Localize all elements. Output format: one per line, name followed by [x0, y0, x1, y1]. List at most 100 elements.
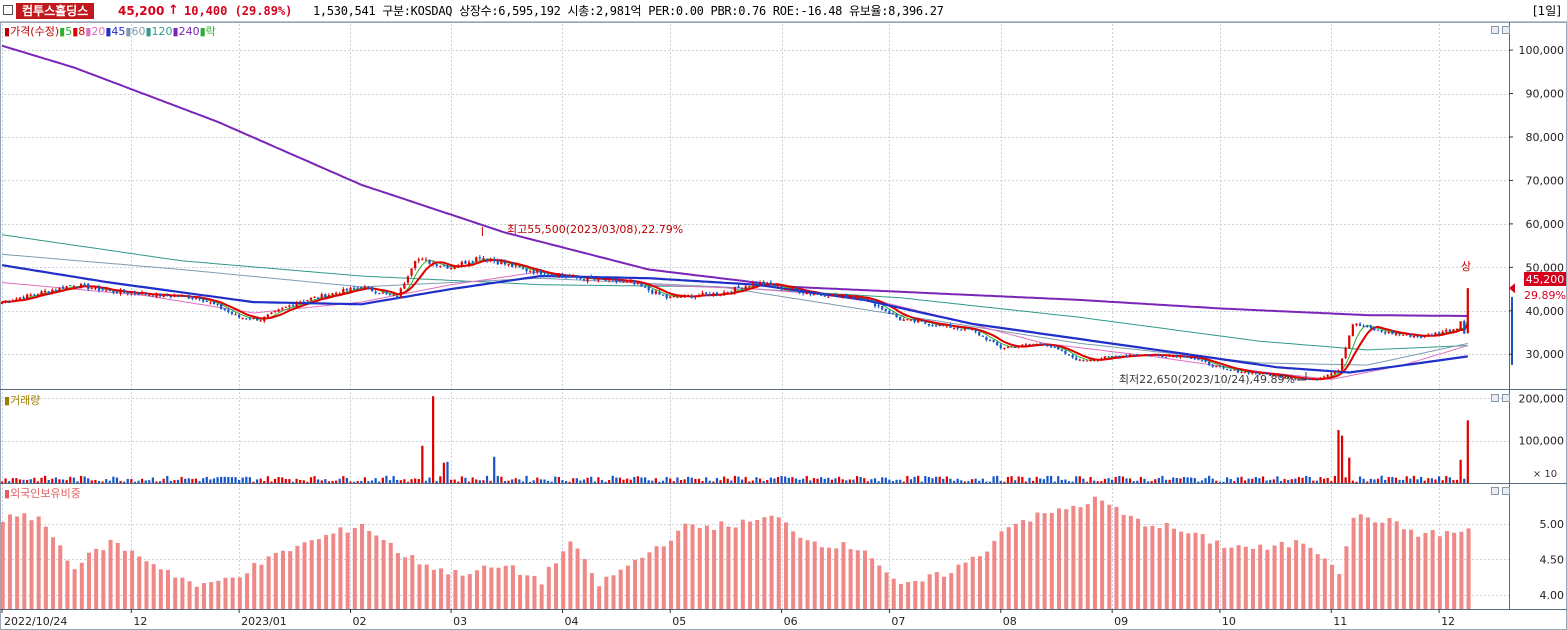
volume-bar [787, 477, 790, 483]
volume-bar [848, 479, 851, 483]
candle-body [1330, 373, 1333, 376]
ownership-bar [29, 520, 34, 609]
volume-bar [924, 476, 927, 483]
panel-close-button[interactable] [1502, 394, 1510, 402]
period-selector[interactable]: [1일] [1532, 4, 1561, 18]
ownership-bar [173, 577, 178, 609]
legend-swatch: ▮ [105, 25, 112, 38]
volume-bar [690, 477, 693, 483]
panel-close-button[interactable] [1502, 26, 1510, 34]
volume-bar [234, 477, 237, 483]
volume-bar [626, 478, 629, 483]
candle-body [737, 286, 740, 288]
candle-body [205, 300, 208, 302]
volume-bar [1049, 475, 1053, 483]
candle-body [1452, 329, 1455, 333]
ownership-bar [568, 541, 573, 609]
volume-bar [1384, 479, 1387, 483]
panel-close-button[interactable] [1502, 487, 1510, 495]
candle-body [1319, 377, 1322, 380]
volume-bar [909, 479, 913, 483]
volume-bar [1340, 435, 1344, 483]
volume-bar [270, 481, 273, 483]
price-tag-box [1524, 272, 1566, 286]
candle-body [40, 291, 43, 296]
ownership-bar [252, 562, 257, 609]
price-axis-tick-label: 50,000 [1526, 261, 1565, 274]
volume-bar [884, 477, 887, 483]
volume-bar [295, 478, 298, 483]
ownership-bar [51, 537, 56, 609]
candle-body [238, 314, 241, 318]
panel-minimize-button[interactable] [1491, 394, 1499, 402]
candle-body [593, 278, 596, 280]
volume-bar [557, 476, 560, 483]
candle-body [730, 291, 733, 293]
candle-body [615, 280, 618, 282]
volume-bar [1225, 477, 1229, 483]
volume-bar [1139, 476, 1142, 483]
ownership-bar [762, 517, 767, 609]
ownership-bar [1243, 546, 1248, 609]
volume-bar [837, 476, 841, 483]
ownership-bar [1258, 544, 1263, 609]
candle-body [1366, 325, 1369, 327]
volume-bar [1463, 478, 1466, 483]
candle-body [108, 289, 111, 291]
candle-body [823, 294, 826, 297]
volume-bar [1358, 476, 1362, 483]
stock-checkbox[interactable] [3, 5, 13, 15]
candle-body [414, 261, 417, 269]
ownership-bar [1387, 518, 1392, 609]
candle-body [273, 310, 277, 312]
ownership-bar [647, 552, 652, 609]
volume-bar [166, 476, 169, 483]
legend-swatch: ▮ [199, 25, 206, 38]
candle-body [442, 265, 446, 267]
candle-body [974, 329, 977, 332]
volume-bar [284, 478, 287, 483]
candle-body [72, 286, 75, 288]
candle-body [690, 295, 693, 298]
volume-bar [1301, 477, 1304, 483]
panel-minimize-button[interactable] [1491, 487, 1499, 495]
volume-bar [1100, 481, 1103, 483]
volume-bar [608, 480, 611, 483]
candle-body [863, 298, 866, 300]
candle-body [539, 270, 543, 275]
candle-body [1247, 371, 1250, 374]
candle-body [776, 285, 780, 287]
candle-body [719, 294, 722, 296]
price-axis-tick-label: 40,000 [1526, 305, 1565, 318]
candle-body [816, 293, 819, 295]
volume-bar [654, 478, 657, 483]
candle-body [1082, 359, 1085, 361]
volume-bar [715, 478, 719, 483]
price-axis-tick-label: 90,000 [1526, 88, 1565, 101]
volume-bar [1290, 479, 1293, 483]
candle-body [740, 287, 744, 289]
volume-bar [712, 481, 715, 483]
ownership-bar [597, 586, 602, 609]
candle-body [802, 292, 805, 294]
volume-bar [1423, 480, 1426, 483]
volume-bar [683, 479, 686, 483]
candle-body [115, 291, 119, 294]
volume-bar [230, 477, 234, 483]
candle-body [61, 286, 65, 289]
volume-bar [130, 479, 133, 483]
stock-name[interactable]: 컴투스홀딩스 [16, 3, 95, 19]
panel-minimize-button[interactable] [1491, 26, 1499, 34]
price-tag-value: 45,200 [1526, 273, 1565, 286]
volume-bar [1391, 476, 1394, 483]
candle-body [1193, 358, 1196, 360]
volume-bar [439, 476, 442, 483]
ownership-bar [460, 575, 465, 609]
ownership-bar [1265, 549, 1270, 609]
ownership-bar [942, 576, 947, 609]
candle-body [1085, 360, 1089, 362]
ownership-bar [94, 548, 99, 609]
volume-bar [503, 481, 507, 483]
candle-body [500, 261, 503, 265]
